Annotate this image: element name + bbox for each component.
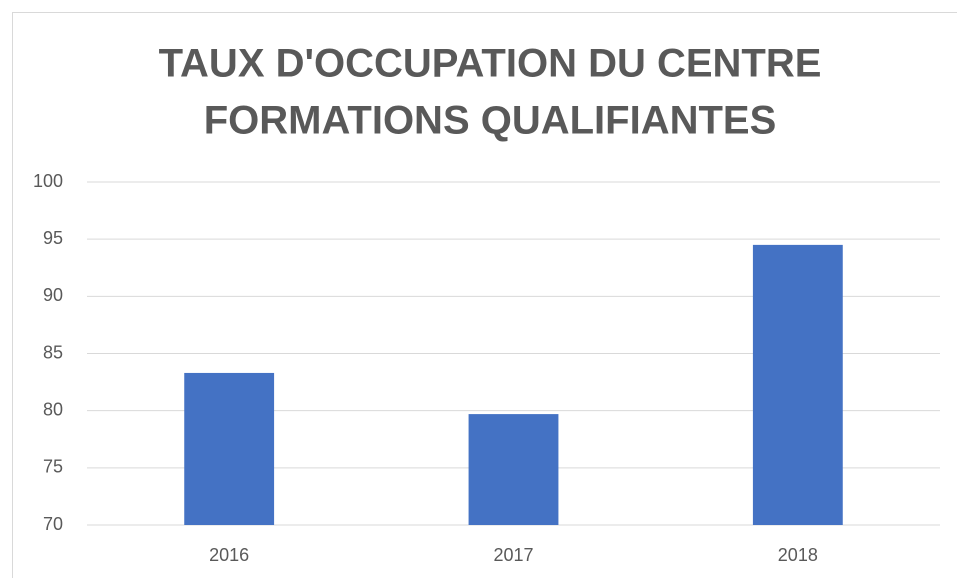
y-tick-label: 75 — [43, 457, 63, 477]
x-tick-label: 2017 — [493, 545, 533, 565]
y-tick-label: 85 — [43, 342, 63, 362]
bar — [184, 372, 275, 525]
bar — [468, 414, 559, 525]
chart-title: TAUX D'OCCUPATION DU CENTRE — [159, 42, 822, 86]
y-tick-label: 80 — [43, 399, 63, 419]
bar — [752, 244, 843, 525]
y-tick-label: 70 — [43, 514, 63, 534]
x-tick-label: 2016 — [209, 545, 249, 565]
x-tick-label: 2018 — [778, 545, 818, 565]
y-tick-label: 95 — [43, 228, 63, 248]
y-tick-label: 100 — [33, 171, 63, 191]
chart-title: FORMATIONS QUALIFIANTES — [204, 99, 777, 143]
y-tick-label: 90 — [43, 285, 63, 305]
